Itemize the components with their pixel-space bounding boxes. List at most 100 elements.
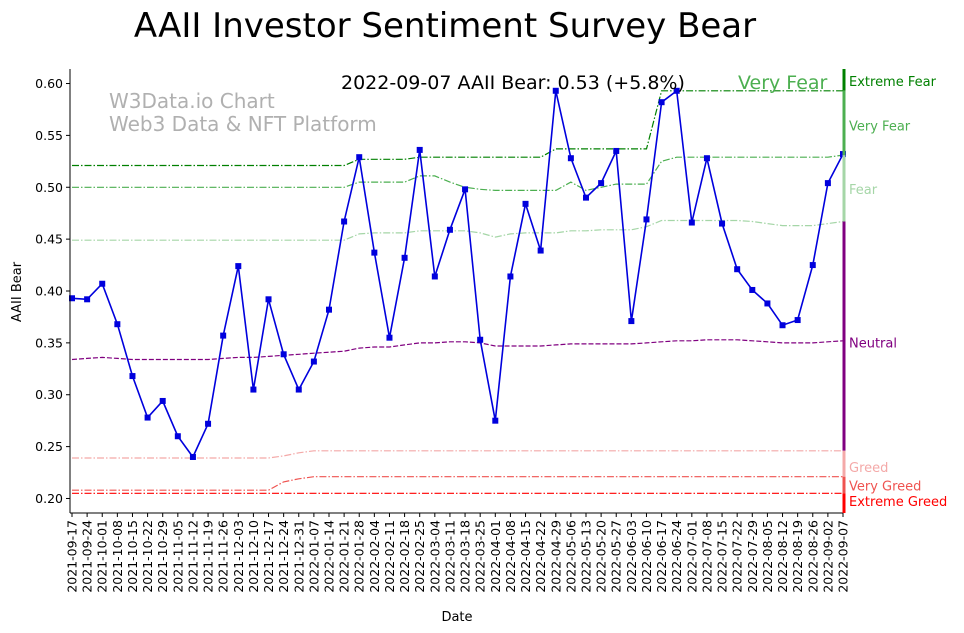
data-point bbox=[159, 397, 166, 404]
band-line-3 bbox=[71, 339, 844, 361]
y-tick-label: 0.60 bbox=[35, 76, 63, 91]
x-tick-label: 2022-02-18 bbox=[397, 520, 412, 593]
x-tick-label: 2022-06-24 bbox=[669, 520, 684, 593]
x-tick-label: 2022-07-01 bbox=[684, 520, 699, 593]
x-tick-label: 2021-12-31 bbox=[291, 520, 306, 593]
x-tick-label: 2021-12-24 bbox=[276, 520, 291, 593]
x-tick-label: 2021-09-17 bbox=[65, 520, 80, 593]
x-tick-label: 2022-08-12 bbox=[775, 520, 790, 593]
y-tick-label: 0.55 bbox=[35, 128, 63, 143]
annotation-text: 2022-09-07 AAII Bear: 0.53 (+5.8%) bbox=[341, 72, 685, 94]
data-point bbox=[129, 373, 136, 380]
zone-label: Extreme Greed bbox=[849, 495, 947, 510]
y-tick-label: 0.20 bbox=[35, 491, 63, 506]
data-point bbox=[749, 286, 756, 293]
data-point bbox=[658, 99, 665, 106]
data-point bbox=[613, 147, 620, 154]
band-line-1 bbox=[72, 154, 844, 192]
data-point bbox=[401, 254, 408, 261]
data-point bbox=[189, 453, 196, 460]
data-point bbox=[764, 300, 771, 307]
data-point bbox=[280, 351, 287, 358]
data-point bbox=[431, 273, 438, 280]
x-tick-label: 2021-11-19 bbox=[201, 520, 216, 593]
x-tick-label: 2022-03-04 bbox=[427, 520, 442, 593]
x-tick-label: 2022-04-22 bbox=[533, 520, 548, 593]
x-tick-label: 2022-05-27 bbox=[609, 520, 624, 593]
y-axis-label: AAII Bear bbox=[10, 261, 25, 322]
data-point bbox=[567, 155, 574, 162]
data-point bbox=[643, 216, 650, 223]
x-tick-label: 2022-05-13 bbox=[579, 520, 594, 593]
x-tick-label: 2022-02-25 bbox=[412, 520, 427, 593]
x-tick-label: 2022-04-15 bbox=[518, 520, 533, 593]
x-tick-label: 2022-07-29 bbox=[745, 520, 760, 593]
data-point bbox=[809, 262, 816, 269]
x-tick-label: 2022-06-10 bbox=[639, 520, 654, 593]
y-tick-label: 0.40 bbox=[35, 284, 63, 299]
zone-label: Greed bbox=[849, 461, 888, 476]
data-point bbox=[477, 336, 484, 343]
x-tick-label: 2022-06-17 bbox=[654, 520, 669, 593]
data-point bbox=[174, 433, 181, 440]
data-point bbox=[673, 87, 680, 94]
data-point bbox=[144, 414, 151, 421]
data-point bbox=[779, 322, 786, 329]
y-tick-label: 0.35 bbox=[35, 335, 63, 350]
x-tick-label: 2022-07-15 bbox=[715, 520, 730, 593]
x-tick-label: 2021-09-24 bbox=[80, 520, 95, 593]
x-tick-label: 2022-03-11 bbox=[442, 520, 457, 593]
y-tick-label: 0.30 bbox=[35, 387, 63, 402]
x-tick-label: 2022-02-11 bbox=[382, 520, 397, 593]
data-point bbox=[99, 280, 106, 287]
x-tick-label: 2021-12-17 bbox=[261, 520, 276, 593]
x-tick-label: 2022-01-14 bbox=[322, 520, 337, 593]
y-tick-label: 0.50 bbox=[35, 180, 63, 195]
data-point bbox=[69, 295, 75, 302]
x-tick-label: 2022-07-08 bbox=[699, 520, 714, 593]
x-tick-label: 2022-01-28 bbox=[352, 520, 367, 593]
y-tick-label: 0.45 bbox=[35, 232, 63, 247]
data-point bbox=[416, 146, 423, 153]
x-tick-label: 2022-04-29 bbox=[548, 520, 563, 593]
x-tick-label: 2022-07-22 bbox=[730, 520, 745, 593]
data-point bbox=[628, 318, 635, 325]
data-point bbox=[552, 87, 559, 94]
data-point bbox=[688, 219, 695, 226]
x-axis-label: Date bbox=[441, 610, 472, 625]
data-point bbox=[462, 186, 469, 193]
chart-title: AAII Investor Sentiment Survey Bear bbox=[134, 6, 756, 46]
watermark: W3Data.io Chart Web3 Data & NFT Platform bbox=[109, 89, 377, 136]
zone-label: Neutral bbox=[849, 336, 897, 351]
x-tick-label: 2021-10-08 bbox=[110, 520, 125, 593]
data-point bbox=[583, 194, 589, 201]
data-point bbox=[734, 266, 741, 273]
x-tick-label: 2022-06-03 bbox=[624, 520, 639, 593]
band-line-4 bbox=[72, 450, 843, 459]
band-line-2 bbox=[72, 219, 844, 241]
y-tick-label: 0.25 bbox=[35, 439, 63, 454]
data-point bbox=[719, 220, 726, 227]
band-line-5 bbox=[72, 476, 843, 491]
zone-label: Extreme Fear bbox=[849, 75, 937, 90]
data-point bbox=[114, 321, 121, 328]
watermark-line-2: Web3 Data & NFT Platform bbox=[109, 112, 377, 136]
latest-annotation: 2022-09-07 AAII Bear: 0.53 (+5.8%) Very … bbox=[341, 72, 828, 94]
data-point bbox=[598, 180, 605, 187]
x-tick-label: 2022-08-26 bbox=[805, 520, 820, 593]
data-point bbox=[537, 247, 544, 254]
watermark-line-1: W3Data.io Chart bbox=[109, 89, 275, 113]
data-point bbox=[220, 332, 227, 339]
x-tick-label: 2021-10-22 bbox=[140, 520, 155, 593]
data-point bbox=[310, 358, 317, 365]
zone-labels: Extreme Fear Very Fear Fear Neutral Greed Ver… bbox=[849, 75, 947, 510]
data-point bbox=[522, 200, 529, 207]
x-tick-label: 2021-12-03 bbox=[231, 520, 246, 593]
data-point bbox=[205, 420, 212, 427]
annotation-level: Very Fear bbox=[738, 72, 828, 94]
x-tick-label: 2021-10-01 bbox=[95, 520, 110, 593]
sentiment-bands bbox=[71, 90, 844, 494]
x-tick-label: 2022-08-05 bbox=[760, 520, 775, 593]
data-point bbox=[295, 386, 302, 393]
x-tick-label: 2022-01-21 bbox=[337, 520, 352, 593]
